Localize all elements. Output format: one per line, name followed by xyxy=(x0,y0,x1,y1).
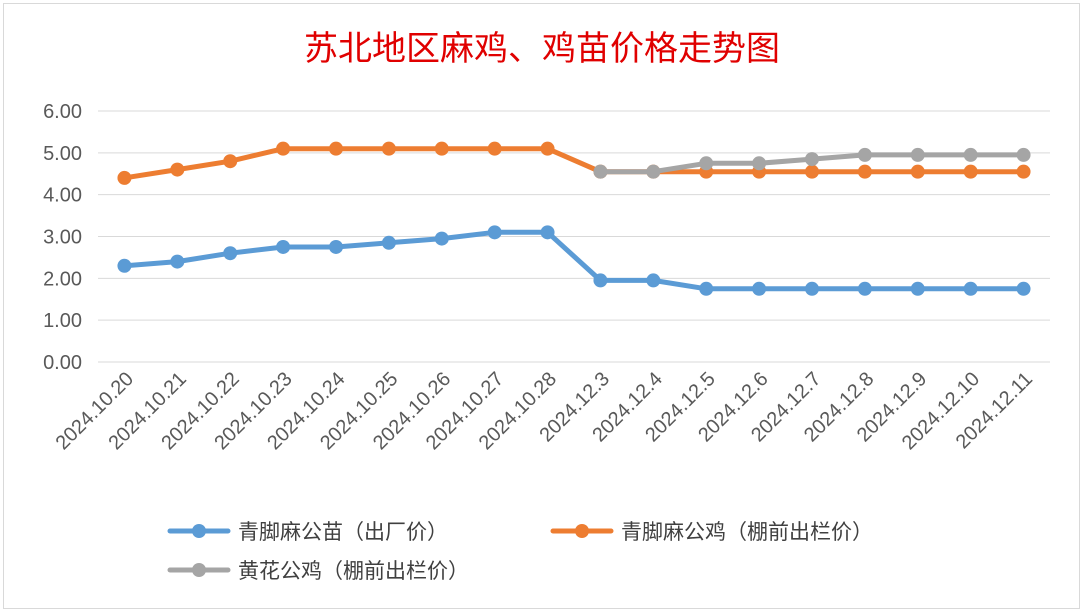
y-tick-label: 2.00 xyxy=(43,268,82,290)
data-point xyxy=(963,281,978,296)
y-tick-label: 5.00 xyxy=(43,143,82,165)
legend-swatch-marker xyxy=(192,563,206,577)
data-point xyxy=(487,225,502,240)
data-point xyxy=(329,141,343,156)
legend: 青脚麻公苗（出厂价） 青脚麻公鸡（棚前出栏价） 黄花公鸡（棚前出栏价） xyxy=(167,520,873,583)
legend-item: 青脚麻公苗（出厂价） xyxy=(167,520,448,544)
series-3 xyxy=(593,147,1031,179)
y-tick-label: 0.00 xyxy=(43,352,82,374)
legend-label: 青脚麻公苗（出厂价） xyxy=(238,520,448,544)
legend-swatch-marker xyxy=(192,524,206,538)
data-point xyxy=(593,273,608,288)
data-point xyxy=(223,154,238,169)
data-point xyxy=(963,147,978,162)
y-axis-ticks: 0.00 1.00 2.00 3.00 4.00 5.00 6.00 xyxy=(43,101,82,374)
data-point xyxy=(805,164,819,179)
data-point xyxy=(910,281,925,296)
data-point xyxy=(646,273,661,288)
series-1 xyxy=(117,225,1031,296)
series-layer xyxy=(117,141,1031,296)
data-point xyxy=(857,147,872,162)
data-point xyxy=(593,164,608,179)
data-point xyxy=(699,156,714,171)
y-tick-label: 6.00 xyxy=(43,101,82,123)
data-point xyxy=(646,164,661,179)
y-tick-label: 1.00 xyxy=(43,310,82,332)
data-point xyxy=(540,225,555,240)
series-line xyxy=(121,146,1027,181)
data-point xyxy=(699,281,714,296)
data-point xyxy=(910,164,925,179)
chart-frame xyxy=(3,3,1080,609)
x-axis-ticks: 2024.10.202024.10.212024.10.222024.10.23… xyxy=(52,368,1037,454)
data-point xyxy=(170,254,185,269)
legend-item: 黄花公鸡（棚前出栏价） xyxy=(167,559,469,583)
legend-label: 黄花公鸡（棚前出栏价） xyxy=(238,559,469,583)
gridlines xyxy=(98,110,1050,363)
data-point xyxy=(434,231,449,246)
data-point xyxy=(276,141,291,156)
data-point xyxy=(1016,147,1031,162)
data-point xyxy=(857,164,872,179)
data-point xyxy=(910,147,925,162)
data-point xyxy=(752,156,767,171)
data-point xyxy=(117,170,132,185)
data-point xyxy=(487,141,502,156)
data-point xyxy=(170,162,185,177)
data-point xyxy=(381,235,396,250)
data-point xyxy=(963,164,978,179)
series-2 xyxy=(117,141,1031,185)
chart-title: 苏北地区麻鸡、鸡苗价格走势图 xyxy=(304,29,780,69)
data-point xyxy=(434,141,449,156)
y-tick-label: 3.00 xyxy=(43,227,82,249)
data-point xyxy=(276,239,291,254)
data-point xyxy=(329,239,343,254)
legend-label: 青脚麻公鸡（棚前出栏价） xyxy=(621,520,873,544)
data-point xyxy=(540,141,555,156)
series-line xyxy=(121,229,1027,292)
data-point xyxy=(752,281,767,296)
legend-item: 青脚麻公鸡（棚前出栏价） xyxy=(550,520,873,544)
data-point xyxy=(1016,281,1031,296)
data-point xyxy=(381,141,396,156)
data-point xyxy=(117,258,132,273)
data-point xyxy=(805,281,819,296)
data-point xyxy=(1016,164,1031,179)
y-tick-label: 4.00 xyxy=(43,185,82,207)
data-point xyxy=(223,246,238,261)
legend-swatch-marker xyxy=(575,524,589,538)
data-point xyxy=(805,152,819,167)
data-point xyxy=(857,281,872,296)
